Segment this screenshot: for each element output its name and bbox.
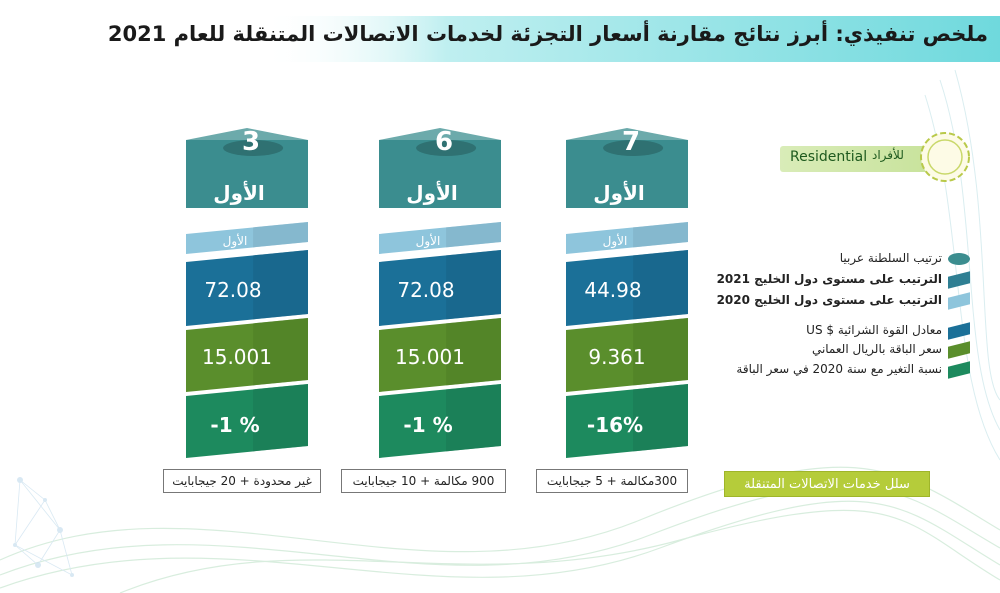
change-pct-value: -1 % [210,413,259,437]
rank-arab-value: 3 [242,127,260,157]
stack-basket-label: غير محدودة + 20 جيجابايت [163,469,321,493]
cube-front [379,140,501,208]
legend-item: معادل القوة الشرائية $ US [806,321,970,340]
segment-box [780,146,942,172]
legend-item: نسبة التغير مع سنة 2020 في سعر الباقة [736,360,970,379]
cube-top-ellipse [603,140,664,156]
change-pct-value: -16% [587,413,643,437]
stack-3: 3 الأول الأول 72.08 15.001 -1 % [186,127,308,458]
legend-swatch-icon [948,340,970,359]
stack-2: 6 الأول الأول 72.08 15.001 -1 % [379,127,501,458]
legend-label: الترتيب على مستوى دول الخليج 2020 [716,293,942,307]
stack-basket-label: 900 مكالمة + 10 جيجابايت [341,469,506,493]
change-pct-value: -1 % [403,413,452,437]
cube-front [186,140,308,208]
page-title: ملخص تنفيذي: أبرز نتائج مقارنة أسعار الت… [107,22,988,46]
ppp-usd-value: 44.98 [584,278,641,302]
legend-swatch-icon [948,321,970,340]
price-omr-value: 15.001 [395,345,465,369]
segment-label-en: Residential [790,149,868,165]
stack-1: 7 الأول الأول 44.98 9.361 -16% [566,127,688,458]
segment-badge-icon [920,132,970,182]
ppp-usd-value: 72.08 [204,278,261,302]
rank-gcc-2020-value: الأول [223,233,248,249]
cube-front [566,140,688,208]
legend-swatch-icon [948,360,970,379]
rank-gcc-2021-value: الأول [213,180,265,205]
cube-top-ellipse [223,140,284,156]
segment-label-ar: للأفراد [872,148,904,162]
legend-swatch-icon [948,291,970,310]
legend-swatch-icon [948,252,970,265]
rank-gcc-2020-value: الأول [416,233,441,249]
stack-basket-label: 300مكالمة + 5 جيجابايت [536,469,688,493]
price-omr-value: 15.001 [202,345,272,369]
rank-gcc-2021-value: الأول [593,180,645,205]
legend-label: معادل القوة الشرائية $ US [806,323,942,337]
rank-arab-value: 6 [435,127,453,157]
ppp-usd-value: 72.08 [397,278,454,302]
legend-label: الترتيب على مستوى دول الخليج 2021 [716,272,942,286]
price-omr-value: 9.361 [588,345,645,369]
legend-swatch-icon [948,270,970,289]
legend-item: الترتيب على مستوى دول الخليج 2020 [716,291,970,310]
rank-gcc-2020-value: الأول [603,233,628,249]
basket-title: سلل خدمات الاتصالات المتنقلة [724,471,930,497]
legend-item: الترتيب على مستوى دول الخليج 2021 [716,270,970,289]
legend-label: ترتيب السلطنة عربيا [839,251,942,265]
rank-gcc-2021-value: الأول [406,180,458,205]
legend-item: سعر الباقة بالريال العماني [811,340,970,359]
legend-label: نسبة التغير مع سنة 2020 في سعر الباقة [736,362,942,376]
rank-arab-value: 7 [622,127,640,157]
cube-top-ellipse [416,140,477,156]
legend-label: سعر الباقة بالريال العماني [811,342,942,356]
legend-item: ترتيب السلطنة عربيا [840,251,970,265]
